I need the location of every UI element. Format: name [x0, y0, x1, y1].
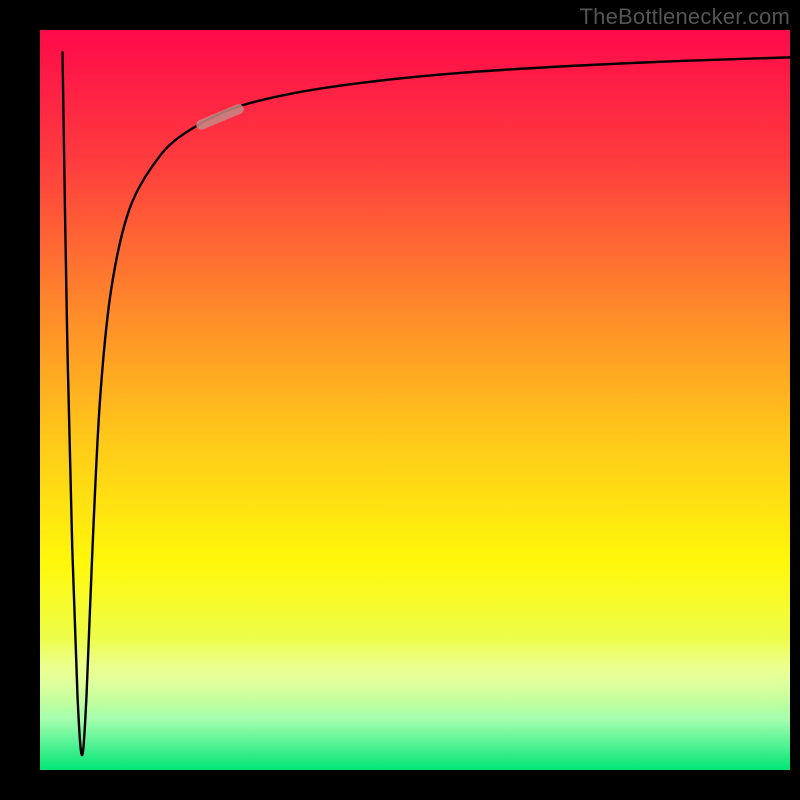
watermark-text: TheBottlenecker.com [580, 4, 790, 30]
plot-svg [40, 30, 790, 770]
plot-area [40, 30, 790, 770]
chart-frame: TheBottlenecker.com [0, 0, 800, 800]
